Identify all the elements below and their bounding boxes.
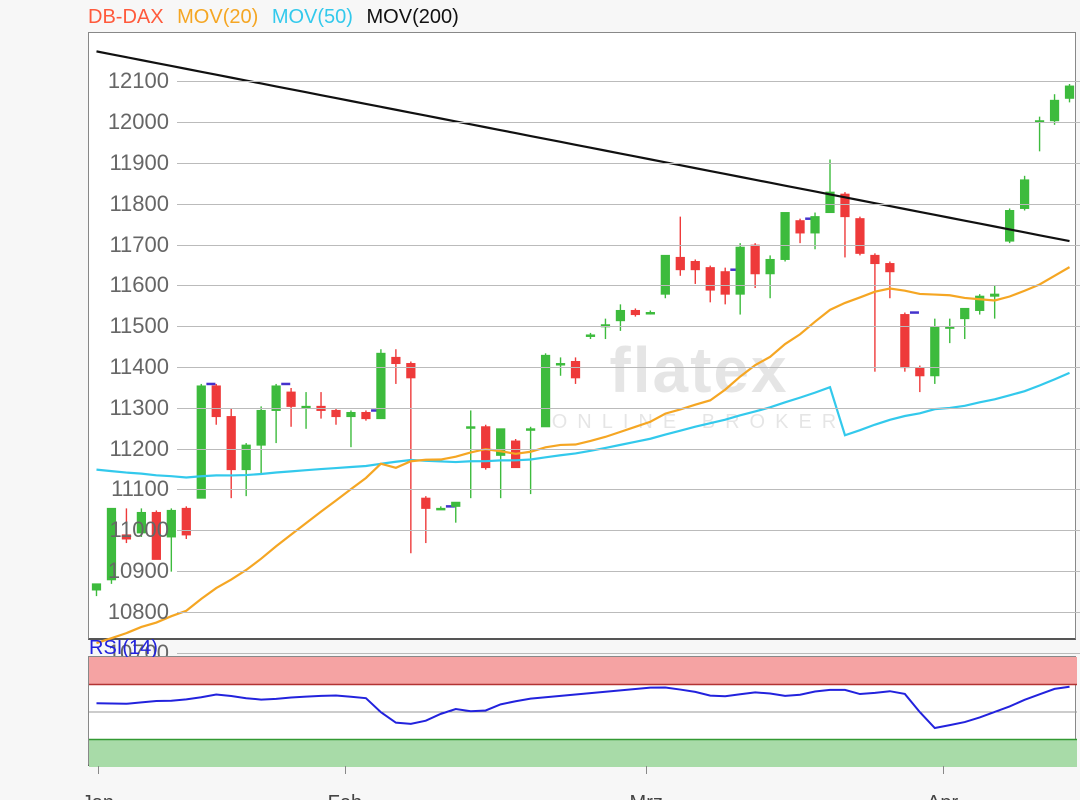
candle-body[interactable] [931,327,939,376]
candle-body[interactable] [886,264,894,272]
legend-mov50[interactable]: MOV(50) [272,6,353,28]
gridline-10700 [177,653,1080,654]
candle-body[interactable] [92,584,100,590]
candle-body[interactable] [706,268,714,290]
gridline-11100 [177,489,1080,490]
gridline-11600 [177,285,1080,286]
y-axis-label-11000: 11000 [89,517,169,543]
gridline-11900 [177,163,1080,164]
candle-body[interactable] [631,310,639,314]
candle-body[interactable] [691,262,699,270]
x-axis-tick-Apr [943,766,944,774]
gridline-12100 [177,81,1080,82]
legend-dbdax[interactable]: DB-DAX [88,6,164,28]
candle-body[interactable] [571,361,579,377]
candle-body[interactable] [856,219,864,254]
candle-body[interactable] [751,245,759,274]
x-axis-label-Mrz[interactable]: Mrz [630,792,663,800]
gridline-11000 [177,530,1080,531]
gridline-11800 [177,204,1080,205]
y-axis-label-10900: 10900 [89,558,169,584]
y-axis-label-12100: 12100 [89,68,169,94]
gridline-11200 [177,449,1080,450]
y-axis-label-12000: 12000 [89,109,169,135]
candlestick-svg [89,33,1077,641]
candle-body[interactable] [287,392,295,406]
main-chart-panel[interactable]: flatex ONLINE BROKER 10700 10800 10900 1100… [88,32,1076,640]
legend-mov20[interactable]: MOV(20) [177,6,258,28]
candle-body[interactable] [452,502,460,506]
candle-body[interactable] [616,310,624,320]
x-axis-label-Feb[interactable]: Feb [328,792,362,800]
candle-body[interactable] [422,498,430,508]
y-axis-label-11700: 11700 [89,232,169,258]
gridline-11300 [177,408,1080,409]
candle-body[interactable] [796,221,804,233]
candle-body[interactable] [766,259,774,273]
x-axis-label-Jan[interactable]: Jan [82,792,114,800]
candle-body[interactable] [1065,86,1073,98]
candle-body[interactable] [901,315,909,368]
rsi-svg [89,657,1077,767]
candle-body[interactable] [676,257,684,269]
y-axis-label-11500: 11500 [89,313,169,339]
candle-body[interactable] [781,213,789,260]
candle-body[interactable] [347,412,355,416]
candle-body[interactable] [556,364,564,366]
x-axis-tick-Feb [345,766,346,774]
candle-body[interactable] [227,417,235,470]
candle-body[interactable] [811,217,819,233]
gridline-12000 [177,122,1080,123]
candle-body[interactable] [437,508,445,510]
candle-body[interactable] [646,313,654,315]
gridline-10800 [177,612,1080,613]
candle-body[interactable] [721,272,729,294]
y-axis-label-11900: 11900 [89,150,169,176]
candle-body[interactable] [661,255,669,294]
candle-body[interactable] [212,386,220,417]
gridline-11700 [177,245,1080,246]
y-axis-label-11300: 11300 [89,395,169,421]
candle-body[interactable] [467,427,475,429]
y-axis-label-11400: 11400 [89,354,169,380]
candle-body[interactable] [1050,100,1058,120]
y-axis-label-11800: 11800 [89,191,169,217]
candle-body[interactable] [586,335,594,337]
gridline-11500 [177,326,1080,327]
y-axis-label-10800: 10800 [89,599,169,625]
x-axis-label-Apr[interactable]: Apr [927,792,958,800]
y-axis-label-11600: 11600 [89,272,169,298]
candle-body[interactable] [526,429,534,431]
gridline-10900 [177,571,1080,572]
candle-body[interactable] [377,353,385,418]
candle-body[interactable] [1006,211,1014,242]
candle-body[interactable] [362,412,370,418]
candle-body[interactable] [871,255,879,263]
gridline-11400 [177,367,1080,368]
rsi-panel[interactable]: RSI(14) 2575 [88,656,1076,766]
candle-body[interactable] [736,247,744,294]
candle-body[interactable] [407,364,415,378]
candle-body[interactable] [961,308,969,318]
y-axis-label-11100: 11100 [89,476,169,502]
candle-body[interactable] [392,357,400,363]
x-axis-tick-Jan [98,766,99,774]
y-axis-label-11200: 11200 [89,436,169,462]
candle-body[interactable] [332,410,340,416]
chart-app: DB-DAX MOV(20) MOV(50) MOV(200) flatex O… [0,0,1080,800]
chart-legend: DB-DAX MOV(20) MOV(50) MOV(200) [88,6,467,29]
legend-mov200[interactable]: MOV(200) [367,6,459,28]
candle-body[interactable] [257,410,265,445]
x-axis-tick-Mrz [646,766,647,774]
candle-body[interactable] [916,368,924,376]
candle-body[interactable] [197,386,205,498]
candle-body[interactable] [991,294,999,296]
